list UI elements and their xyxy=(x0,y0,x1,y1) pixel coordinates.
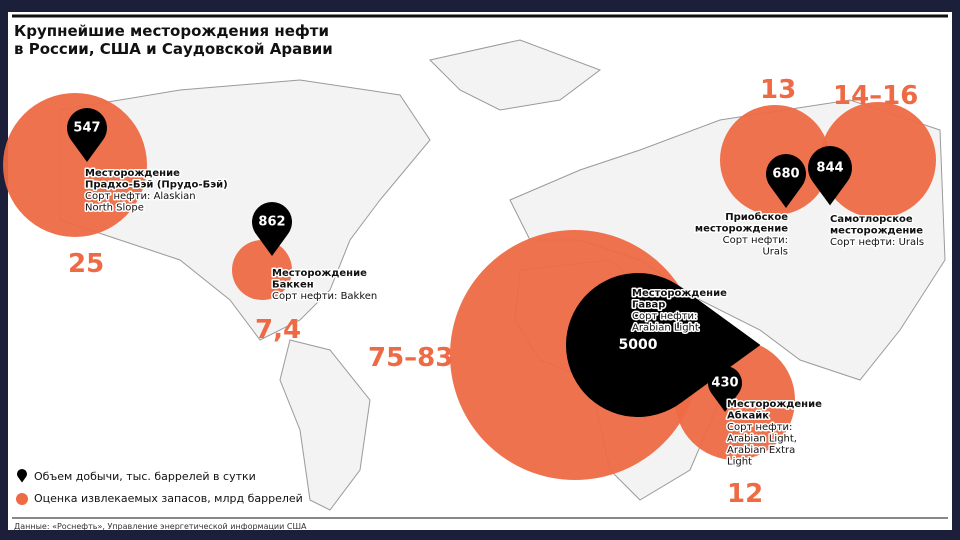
field-label: Самотлорское xyxy=(830,214,913,225)
production-pin xyxy=(66,108,107,162)
field-label: Гавар xyxy=(632,300,665,311)
field-label: Light xyxy=(727,457,752,468)
reserves-label: 75–83 xyxy=(368,343,453,373)
reserves-label: 25 xyxy=(68,249,104,279)
field-label: Сорт нефти: xyxy=(723,235,788,246)
field-label: Сорт нефти: Alaskian xyxy=(85,191,196,202)
reserves-label: 12 xyxy=(727,479,763,509)
field-label: Месторождение xyxy=(272,268,367,279)
production-value: 680 xyxy=(772,167,799,182)
reserve-circle xyxy=(232,240,292,300)
field-label: месторождение xyxy=(830,226,923,237)
field-label: Баккен xyxy=(272,280,314,291)
field-label: North Slope xyxy=(85,203,144,214)
legend-pin xyxy=(17,469,27,483)
field-label: Сорт нефти: xyxy=(727,422,792,433)
legend: Объем добычи, тыс. баррелей в сутки Оценк… xyxy=(16,469,303,505)
field-label: Абкайк xyxy=(727,410,769,422)
south-america xyxy=(279,339,371,511)
reserve-circle xyxy=(820,102,936,218)
reserves-label: 13 xyxy=(760,75,796,105)
greenland xyxy=(429,39,602,111)
production-pin xyxy=(707,365,742,412)
field-label: Месторождение xyxy=(85,168,180,179)
field-label: Arabian Light, xyxy=(727,434,797,445)
field-label: Сорт нефти: xyxy=(632,311,697,322)
field-label: Сорт нефти: Bakken xyxy=(272,291,377,302)
field-label: Прадхо-Бэй (Прудо-Бэй) xyxy=(85,180,228,191)
production-pin xyxy=(252,202,292,256)
production-value: 547 xyxy=(73,121,100,136)
production-pin xyxy=(808,145,852,206)
production-value: 430 xyxy=(711,376,738,391)
source: Данные: «Роснефть», Управление энергетич… xyxy=(14,522,307,531)
field-label: Месторождение xyxy=(632,288,727,299)
field-label: Urals xyxy=(762,247,788,258)
title-line-1: Крупнейшие месторождения нефти xyxy=(14,22,329,40)
reserve-circles xyxy=(3,93,936,480)
production-value: 862 xyxy=(258,215,285,230)
production-value: 5000 xyxy=(619,337,658,353)
field-label: Сорт нефти: Urals xyxy=(830,237,924,248)
north-america xyxy=(59,79,431,341)
legend-reserves: Оценка извлекаемых запасов, млрд барреле… xyxy=(34,492,303,505)
reserves-label: 7,4 xyxy=(255,315,301,345)
legend-dot xyxy=(16,493,28,505)
reserves-label: 14–16 xyxy=(833,81,918,111)
field-label: Arabian Extra xyxy=(727,445,795,456)
production-value: 844 xyxy=(816,161,843,176)
field-label: Месторождение xyxy=(727,399,822,410)
legend-production: Объем добычи, тыс. баррелей в сутки xyxy=(34,470,256,483)
production-pin xyxy=(766,154,806,208)
title-line-2: в России, США и Саудовской Аравии xyxy=(14,40,333,58)
field-label: месторождение xyxy=(695,224,788,235)
field-label: Приобское xyxy=(725,211,788,223)
reserve-circle xyxy=(3,93,147,237)
production-pin xyxy=(566,273,761,417)
field-label: Arabian Light xyxy=(632,323,699,334)
